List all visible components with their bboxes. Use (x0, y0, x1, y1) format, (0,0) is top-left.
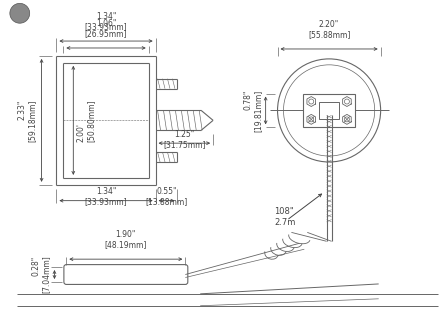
Text: 0.55"
[13.88mm]: 0.55" [13.88mm] (145, 187, 188, 207)
Text: 1.06"
[26.95mm]: 1.06" [26.95mm] (85, 19, 127, 38)
Text: 1.34"
[33.93mm]: 1.34" [33.93mm] (85, 187, 127, 207)
Bar (319, 101, 339, 120)
Text: 1.25"
[31.75mm]: 1.25" [31.75mm] (163, 130, 206, 149)
Text: 0.28"
[7.04mm]: 0.28" [7.04mm] (31, 255, 51, 293)
Bar (303, 94, 355, 127)
Text: 2.33"
[59.18mm]: 2.33" [59.18mm] (17, 99, 37, 141)
Text: 0.78"
[19.81mm]: 0.78" [19.81mm] (243, 89, 263, 131)
Text: 2.20"
[55.88mm]: 2.20" [55.88mm] (308, 20, 350, 39)
Circle shape (10, 3, 30, 23)
Text: 2.00'
[50.80mm]: 2.00' [50.80mm] (76, 99, 96, 141)
Text: 1.90"
[48.19mm]: 1.90" [48.19mm] (105, 230, 147, 249)
Text: 1.34"
[33.93mm]: 1.34" [33.93mm] (85, 12, 127, 31)
Text: 108"
2.7m: 108" 2.7m (275, 207, 296, 227)
